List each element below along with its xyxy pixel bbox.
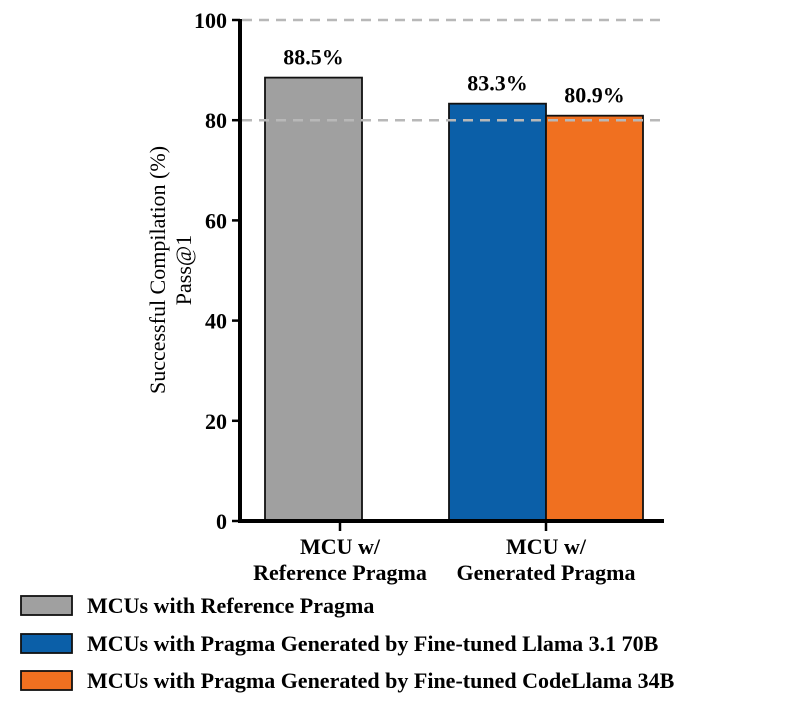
legend-label-1: MCUs with Pragma Generated by Fine-tuned… — [87, 631, 659, 656]
category-label-1-line-0: MCU w/ — [506, 534, 587, 559]
data-label-1: 83.3% — [467, 71, 528, 96]
category-label-0-line-1: Reference Pragma — [253, 560, 427, 585]
y-axis-label: Successful Compilation (%)Pass@1 — [145, 146, 196, 394]
legend-label-0: MCUs with Reference Pragma — [87, 593, 374, 618]
bar-1 — [448, 102, 547, 522]
category-label-1-line-1: Generated Pragma — [457, 560, 636, 585]
y-tick-label-0: 0 — [216, 509, 227, 534]
y-axis-label-line-0: Successful Compilation (%) — [145, 146, 170, 394]
y-tick-label-60: 60 — [205, 208, 227, 233]
bars — [264, 76, 644, 522]
legend-swatch-0 — [20, 595, 73, 616]
data-label-2: 80.9% — [564, 83, 625, 108]
legend: MCUs with Reference Pragma MCUs with Prag… — [20, 593, 675, 693]
legend-swatch-2 — [20, 670, 73, 691]
y-tick-label-80: 80 — [205, 108, 227, 133]
y-tick-label-100: 100 — [194, 8, 227, 33]
legend-label-2: MCUs with Pragma Generated by Fine-tuned… — [87, 668, 675, 693]
data-label-0: 88.5% — [283, 45, 344, 70]
y-tick-label-40: 40 — [205, 309, 227, 334]
bar-0 — [264, 76, 363, 522]
axes — [238, 19, 664, 523]
y-axis-label-line-1: Pass@1 — [171, 235, 196, 305]
y-ticks: 0 20 40 60 80 100 — [194, 8, 240, 534]
y-tick-label-20: 20 — [205, 409, 227, 434]
category-label-0-line-0: MCU w/ — [300, 534, 381, 559]
legend-swatch-1 — [20, 633, 73, 654]
data-labels: 88.5% 83.3% 80.9% — [242, 45, 662, 122]
bar-2 — [545, 114, 644, 522]
